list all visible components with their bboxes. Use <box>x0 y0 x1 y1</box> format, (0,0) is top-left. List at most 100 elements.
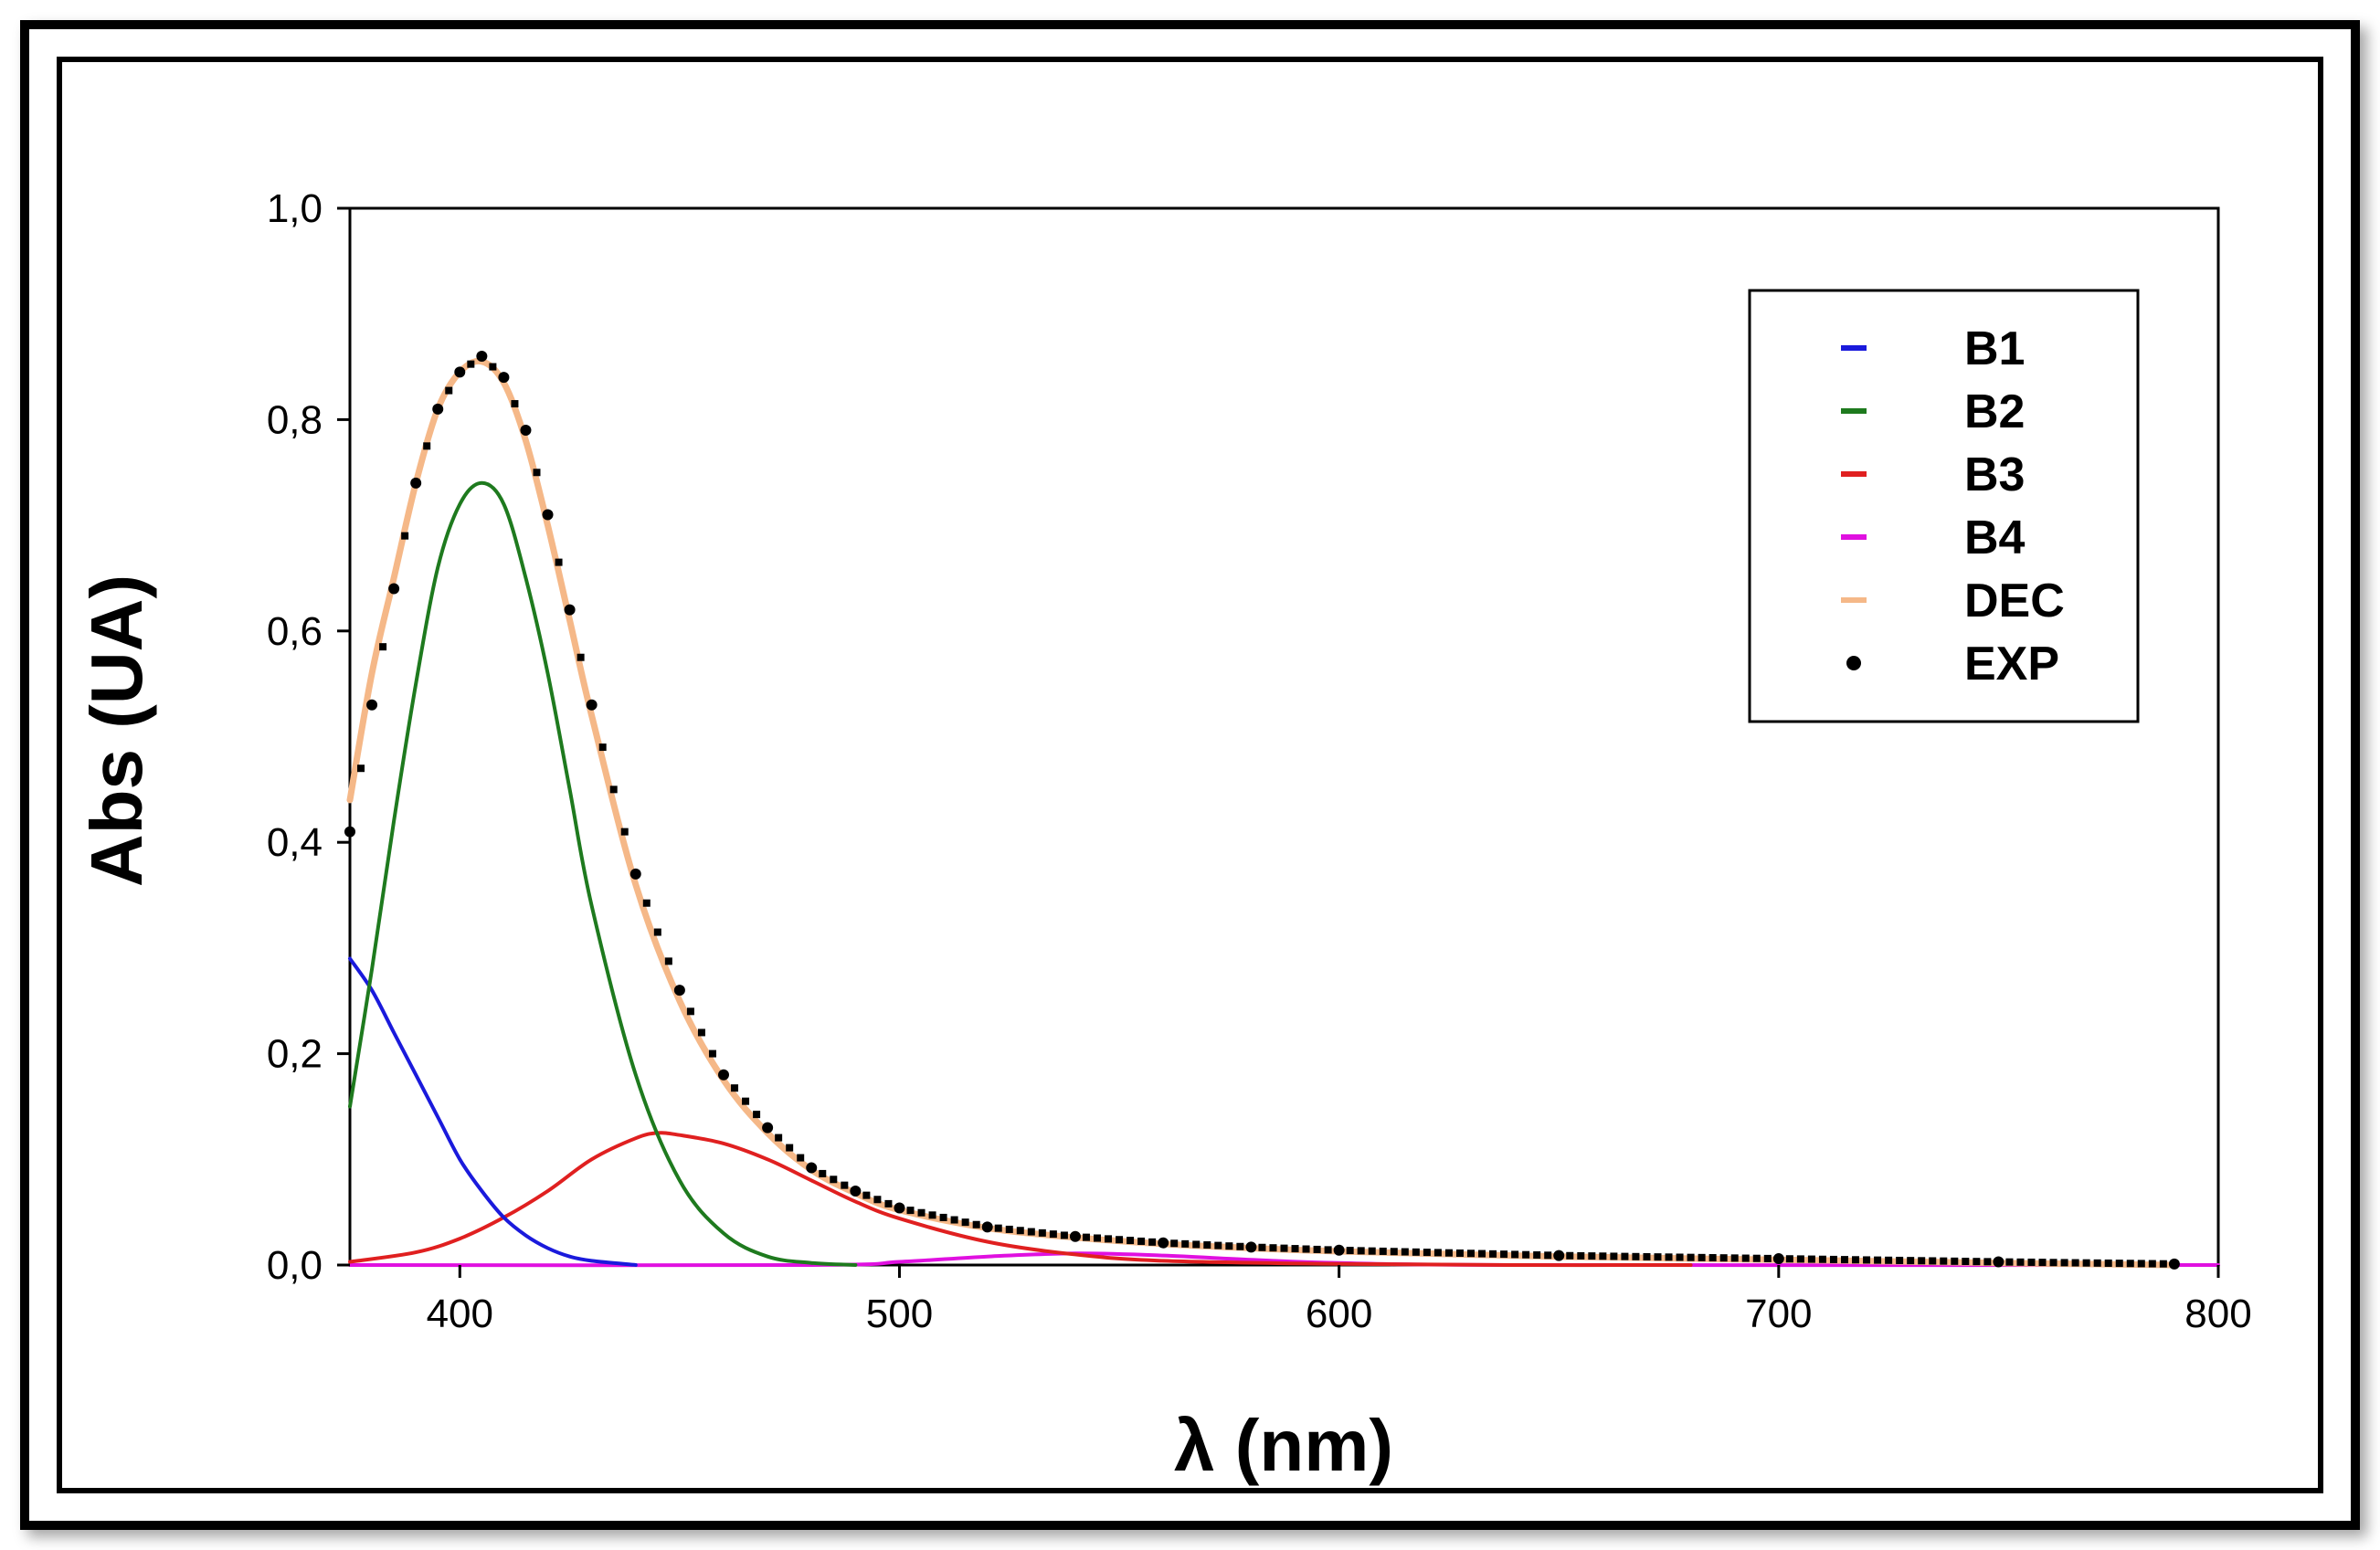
exp-marker <box>664 957 672 965</box>
exp-marker <box>1049 1230 1057 1239</box>
exp-marker <box>2082 1259 2090 1267</box>
x-axis-title: λ (nm) <box>1174 1405 1393 1486</box>
exp-marker <box>1148 1238 1157 1246</box>
y-tick-label: 0,4 <box>267 820 323 865</box>
exp-marker <box>1929 1257 1937 1265</box>
y-axis-title: Abs (UA) <box>76 575 157 887</box>
exp-marker <box>1105 1235 1113 1243</box>
exp-marker <box>961 1218 969 1227</box>
exp-marker <box>1577 1251 1585 1260</box>
exp-marker <box>1433 1249 1442 1257</box>
axes: 400 500 600 700 800 0,0 0,2 0,4 0,6 0,8 1,0 <box>267 186 2252 1336</box>
exp-marker <box>434 405 442 413</box>
exp-marker <box>1291 1245 1299 1253</box>
x-tick-label: 800 <box>2184 1292 2251 1336</box>
exp-marker <box>786 1144 794 1152</box>
exp-marker <box>906 1207 915 1215</box>
exp-marker <box>1951 1257 1959 1265</box>
exp-marker <box>1852 1256 1860 1264</box>
exp-marker <box>1423 1249 1431 1257</box>
x-tick-label: 500 <box>866 1292 933 1336</box>
exp-marker <box>1071 1232 1079 1240</box>
exp-marker <box>1346 1247 1354 1255</box>
y-tick-label: 0,0 <box>267 1243 323 1288</box>
exp-marker <box>1610 1252 1618 1260</box>
exp-marker <box>1500 1250 1508 1259</box>
exp-marker <box>1566 1251 1574 1260</box>
legend-label-exp: EXP <box>1964 638 2059 691</box>
exp-marker <box>808 1164 816 1172</box>
exp-marker <box>456 368 464 376</box>
y-tick-label: 0,8 <box>267 397 323 442</box>
exp-marker <box>1390 1248 1398 1256</box>
exp-marker <box>1741 1254 1750 1262</box>
legend-label-b4: B4 <box>1964 511 2026 564</box>
exp-marker <box>1533 1251 1541 1260</box>
exp-marker <box>533 469 541 477</box>
exp-marker <box>753 1111 761 1119</box>
exp-marker <box>478 352 486 360</box>
exp-marker <box>1940 1257 1948 1265</box>
exp-marker <box>1038 1228 1046 1237</box>
exp-marker <box>1962 1258 1970 1266</box>
exp-marker <box>1467 1249 1475 1258</box>
exp-marker <box>1896 1256 1904 1264</box>
exp-marker <box>2126 1260 2134 1268</box>
exp-marker <box>972 1220 980 1228</box>
exp-marker <box>950 1216 958 1224</box>
exp-marker <box>467 360 475 368</box>
exp-marker <box>697 1028 705 1037</box>
exp-marker <box>2027 1258 2036 1266</box>
exp-marker <box>742 1097 750 1105</box>
legend-label-b2: B2 <box>1964 385 2025 438</box>
exp-marker <box>1302 1245 1310 1253</box>
exp-marker <box>2060 1259 2068 1267</box>
y-tick-label: 0,2 <box>267 1032 323 1077</box>
exp-marker <box>1863 1256 1871 1264</box>
x-tick-label: 700 <box>1745 1292 1812 1336</box>
exp-marker <box>1357 1247 1365 1255</box>
exp-marker <box>2115 1260 2123 1268</box>
exp-marker <box>830 1176 838 1184</box>
exp-marker <box>841 1181 849 1189</box>
exp-marker <box>1225 1242 1233 1250</box>
y-tick-label: 0,6 <box>267 609 323 654</box>
exp-marker <box>522 426 530 434</box>
exp-marker <box>2093 1259 2101 1267</box>
exp-marker <box>1676 1253 1684 1261</box>
exp-marker <box>653 928 661 936</box>
series-line-b1 <box>348 956 638 1267</box>
series-line-b2 <box>348 480 858 1267</box>
exp-marker <box>1698 1253 1706 1261</box>
exp-marker <box>1522 1250 1530 1259</box>
exp-marker <box>1247 1243 1255 1251</box>
exp-marker <box>576 653 585 661</box>
exp-marker <box>489 363 497 371</box>
exp-marker <box>1588 1252 1596 1260</box>
exp-marker <box>1027 1228 1035 1236</box>
exp-marker <box>1994 1258 2003 1266</box>
exp-marker <box>1082 1233 1090 1241</box>
exp-marker <box>609 786 618 794</box>
exp-marker <box>675 986 683 995</box>
exp-marker <box>775 1134 783 1142</box>
exp-marker <box>1511 1250 1519 1259</box>
exp-marker <box>1258 1243 1266 1251</box>
exp-marker <box>1116 1236 1124 1244</box>
legend-label-b3: B3 <box>1964 448 2025 501</box>
exp-marker <box>1412 1248 1420 1256</box>
exp-marker <box>873 1196 882 1204</box>
exp-marker <box>917 1208 926 1217</box>
exp-marker <box>631 870 640 878</box>
exp-marker <box>1687 1253 1695 1261</box>
x-tick-label: 400 <box>427 1292 493 1336</box>
exp-marker <box>1599 1252 1607 1260</box>
exp-marker <box>1752 1254 1761 1262</box>
exp-marker <box>1973 1258 1981 1266</box>
exp-marker <box>1368 1247 1376 1255</box>
exp-marker <box>368 701 376 709</box>
exp-marker <box>1621 1252 1629 1260</box>
exp-marker <box>1444 1249 1453 1257</box>
exp-marker <box>1785 1255 1793 1263</box>
exp-marker <box>1192 1240 1201 1249</box>
